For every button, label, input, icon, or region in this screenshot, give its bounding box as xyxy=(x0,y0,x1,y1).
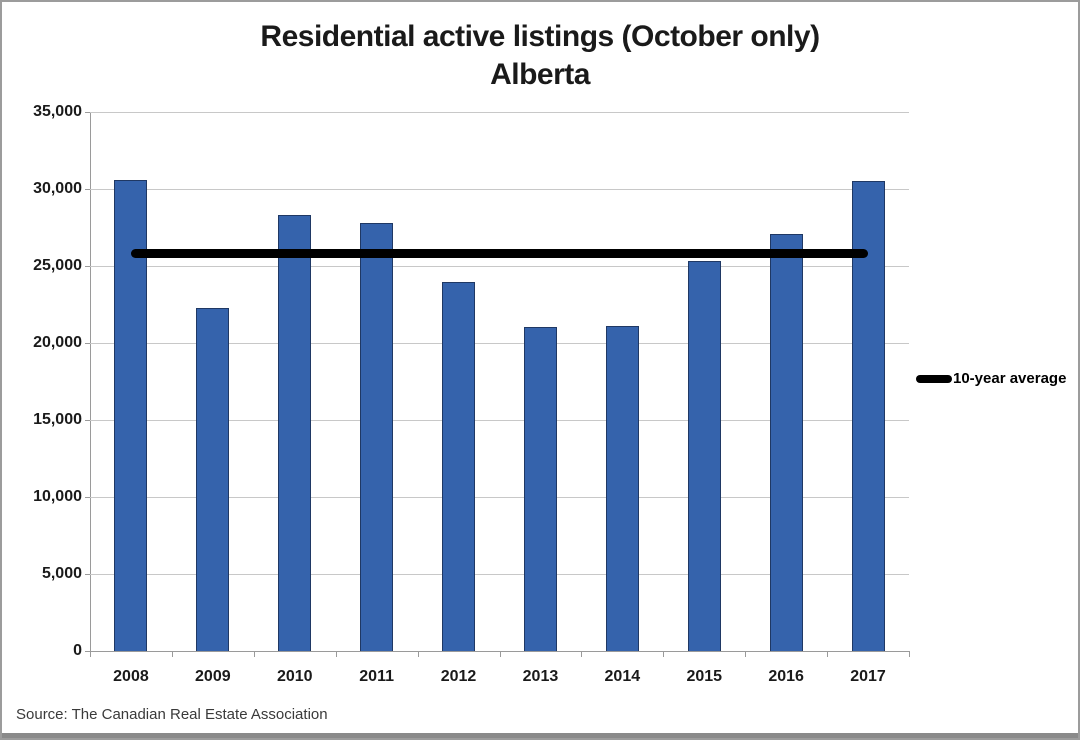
x-axis-tick xyxy=(335,651,337,657)
x-axis-tick xyxy=(745,651,747,657)
average-line xyxy=(130,249,869,259)
y-axis-line xyxy=(90,112,91,651)
x-axis-tick xyxy=(253,651,255,657)
y-axis-label-10000: 10,000 xyxy=(33,488,82,505)
y-axis-tick xyxy=(85,112,90,113)
y-axis-label-30000: 30,000 xyxy=(33,180,82,197)
y-axis-label-25000: 25,000 xyxy=(33,257,82,274)
y-axis-tick xyxy=(85,266,90,267)
bar-2013 xyxy=(523,326,557,651)
x-axis-tick xyxy=(90,651,91,657)
gridline-15000 xyxy=(90,420,909,421)
y-axis-tick xyxy=(85,497,90,498)
source-note: Source: The Canadian Real Estate Associa… xyxy=(16,706,328,723)
y-axis-label-5000: 5,000 xyxy=(41,565,82,582)
bar-2009 xyxy=(196,308,230,651)
x-axis-tick xyxy=(581,651,583,657)
gridline-5000 xyxy=(90,574,909,575)
y-axis-tick xyxy=(85,189,90,190)
y-axis-label-20000: 20,000 xyxy=(33,334,82,351)
gridline-35000 xyxy=(90,112,909,113)
y-axis-tick xyxy=(85,651,90,652)
y-axis-tick xyxy=(85,574,90,575)
bar-2012 xyxy=(442,282,476,651)
bar-2010 xyxy=(278,215,312,651)
x-axis-label-2011: 2011 xyxy=(359,668,394,685)
chart-title: Residential active listings (October onl… xyxy=(260,20,820,53)
x-axis-tick xyxy=(663,651,665,657)
chart-subtitle: Alberta xyxy=(490,58,590,91)
x-axis-label-2013: 2013 xyxy=(522,668,559,685)
x-axis-tick xyxy=(499,651,501,657)
legend: 10-year average xyxy=(916,370,1066,387)
bar-2017 xyxy=(851,181,885,651)
x-axis-tick xyxy=(909,651,910,657)
x-axis-tick xyxy=(417,651,419,657)
average-line-icon xyxy=(916,374,952,383)
bar-2016 xyxy=(769,233,803,651)
title-block: Residential active listings (October onl… xyxy=(2,18,1078,94)
x-axis-tick xyxy=(827,651,829,657)
x-axis-label-2014: 2014 xyxy=(604,668,641,685)
x-axis-label-2015: 2015 xyxy=(686,668,723,685)
y-axis-label-0: 0 xyxy=(73,642,82,659)
y-axis-label-15000: 15,000 xyxy=(33,411,82,428)
y-axis-tick xyxy=(85,343,90,344)
gridline-25000 xyxy=(90,266,909,267)
gridline-30000 xyxy=(90,189,909,190)
legend-label: 10-year average xyxy=(953,370,1067,387)
gridline-10000 xyxy=(90,497,909,498)
bottom-border-strip xyxy=(2,733,1078,738)
x-axis-label-2008: 2008 xyxy=(113,668,149,685)
bar-2014 xyxy=(605,326,639,651)
x-axis-label-2009: 2009 xyxy=(195,668,231,685)
x-axis-tick xyxy=(171,651,173,657)
bar-2011 xyxy=(360,222,394,651)
y-axis-label-35000: 35,000 xyxy=(33,103,82,120)
x-axis-label-2012: 2012 xyxy=(440,668,477,685)
plot-area xyxy=(90,112,909,652)
y-axis-tick xyxy=(85,420,90,421)
x-axis-label-2016: 2016 xyxy=(768,668,804,685)
gridline-20000 xyxy=(90,343,909,344)
bar-2008 xyxy=(114,179,148,651)
x-axis-label-2010: 2010 xyxy=(276,668,313,685)
bar-2015 xyxy=(687,261,721,651)
x-axis-label-2017: 2017 xyxy=(850,668,886,685)
